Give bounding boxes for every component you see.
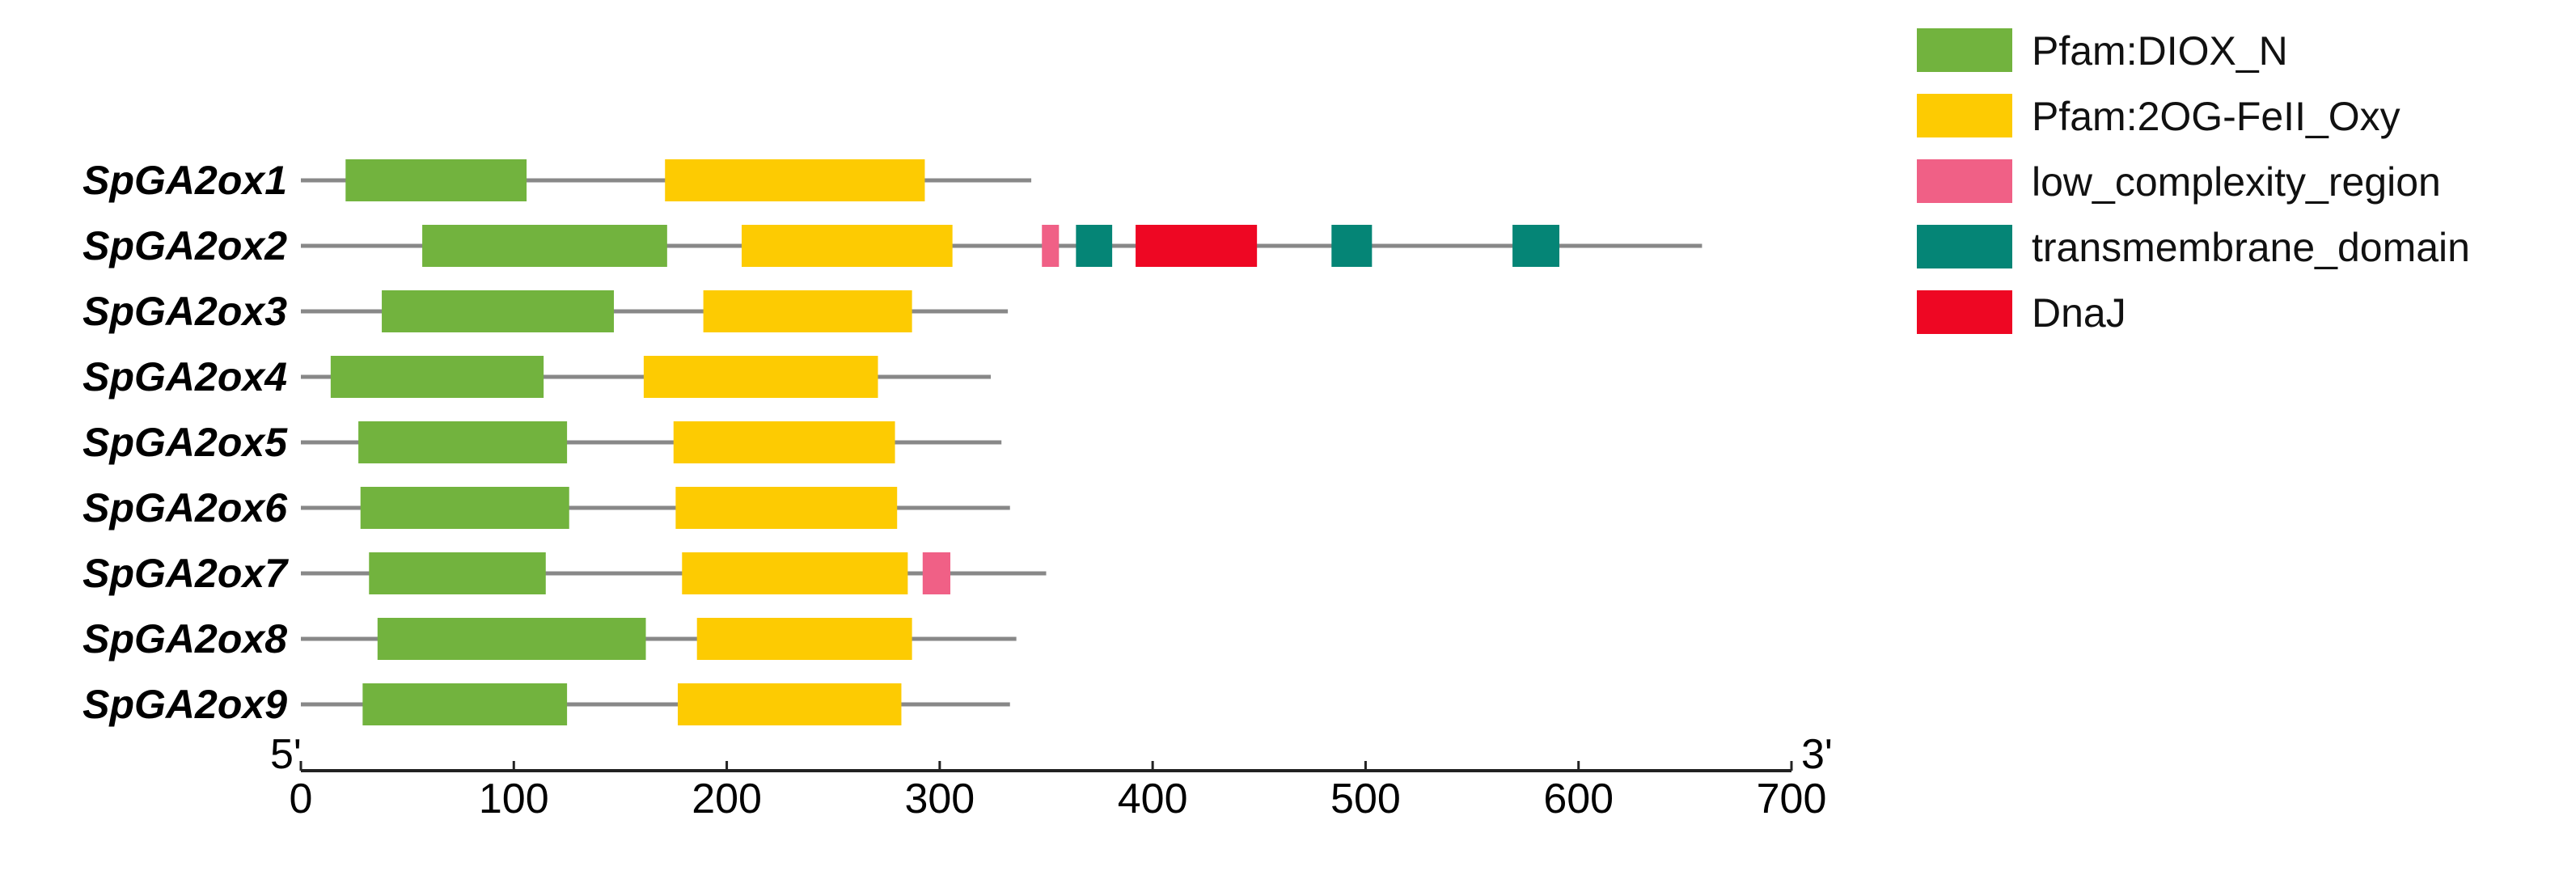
legend-label: DnaJ xyxy=(2032,290,2126,336)
legend-label: Pfam:2OG-FeII_Oxy xyxy=(2032,94,2400,139)
axis-tick-label: 400 xyxy=(1118,776,1188,822)
legend-item: Pfam:2OG-FeII_Oxy xyxy=(1917,94,2400,139)
domain-box-oxy xyxy=(742,225,953,267)
legend-swatch-dnaj xyxy=(1917,290,2012,334)
gene-label: SpGA2ox4 xyxy=(82,354,287,399)
domain-box-dioxn xyxy=(345,159,527,201)
legend-label: Pfam:DIOX_N xyxy=(2032,28,2288,74)
domain-box-tm xyxy=(1512,225,1560,267)
gene-row: SpGA2ox9 xyxy=(82,682,1010,727)
legend-swatch-tm xyxy=(1917,225,2012,268)
domain-box-oxy xyxy=(673,421,895,463)
domain-box-dioxn xyxy=(362,683,568,725)
gene-row: SpGA2ox1 xyxy=(82,158,1032,203)
axis-tick-label: 300 xyxy=(904,776,975,822)
domain-box-oxy xyxy=(675,487,898,529)
gene-row: SpGA2ox2 xyxy=(82,223,1703,268)
domain-box-oxy xyxy=(665,159,925,201)
domain-box-tm xyxy=(1076,225,1113,267)
domain-box-tm xyxy=(1331,225,1373,267)
domain-box-dioxn xyxy=(360,487,569,529)
x-axis: 0 100 200 300 400 500 600 700 5' 3' xyxy=(270,731,1833,822)
genes-layer: SpGA2ox1 SpGA2ox2 SpGA2ox3 SpGA2ox4 SpGA2ox5… xyxy=(82,158,1703,727)
gene-label: SpGA2ox1 xyxy=(82,158,287,203)
domain-box-dioxn xyxy=(422,225,667,267)
gene-row: SpGA2ox8 xyxy=(82,616,1017,662)
domain-box-dioxn xyxy=(358,421,568,463)
gene-label: SpGA2ox5 xyxy=(82,420,288,465)
legend-swatch-oxy xyxy=(1917,94,2012,137)
axis-tick-label: 700 xyxy=(1757,776,1827,822)
gene-label: SpGA2ox3 xyxy=(82,289,287,334)
gene-row: SpGA2ox6 xyxy=(82,485,1010,530)
axis-tick-label: 600 xyxy=(1543,776,1614,822)
gene-label: SpGA2ox8 xyxy=(82,616,287,662)
legend-item: Pfam:DIOX_N xyxy=(1917,28,2288,74)
domain-box-dioxn xyxy=(330,356,544,398)
gene-label: SpGA2ox2 xyxy=(82,223,287,268)
domain-box-oxy xyxy=(703,290,912,332)
legend-item: low_complexity_region xyxy=(1917,159,2441,205)
legend-item: DnaJ xyxy=(1917,290,2126,336)
five-prime-label: 5' xyxy=(270,731,302,778)
legend-label: low_complexity_region xyxy=(2032,159,2441,205)
three-prime-label: 3' xyxy=(1801,731,1833,778)
domain-box-oxy xyxy=(682,552,908,594)
legend: Pfam:DIOX_N Pfam:2OG-FeII_Oxy low_complexi… xyxy=(1917,28,2470,336)
gene-label: SpGA2ox9 xyxy=(82,682,287,727)
domain-box-lowc xyxy=(922,552,951,594)
domain-box-dnaj xyxy=(1136,225,1258,267)
domain-box-oxy xyxy=(643,356,878,398)
gene-row: SpGA2ox3 xyxy=(82,289,1009,334)
gene-row: SpGA2ox5 xyxy=(82,420,1002,465)
axis-tick-label: 200 xyxy=(692,776,762,822)
legend-item: transmembrane_domain xyxy=(1917,225,2470,270)
axis-tick-label: 100 xyxy=(479,776,549,822)
domain-box-dioxn xyxy=(377,618,646,660)
axis-tick-label: 0 xyxy=(290,776,313,822)
gene-label: SpGA2ox7 xyxy=(82,551,289,596)
domain-box-dioxn xyxy=(382,290,615,332)
gene-label: SpGA2ox6 xyxy=(82,485,288,530)
domain-box-oxy xyxy=(696,618,912,660)
domain-box-dioxn xyxy=(369,552,546,594)
axis-tick-label: 500 xyxy=(1330,776,1401,822)
legend-swatch-lowc xyxy=(1917,159,2012,203)
domain-box-lowc xyxy=(1042,225,1060,267)
domain-box-oxy xyxy=(678,683,902,725)
gene-row: SpGA2ox7 xyxy=(82,551,1047,596)
gene-row: SpGA2ox4 xyxy=(82,354,992,399)
legend-label: transmembrane_domain xyxy=(2032,225,2470,270)
legend-swatch-dioxn xyxy=(1917,28,2012,72)
